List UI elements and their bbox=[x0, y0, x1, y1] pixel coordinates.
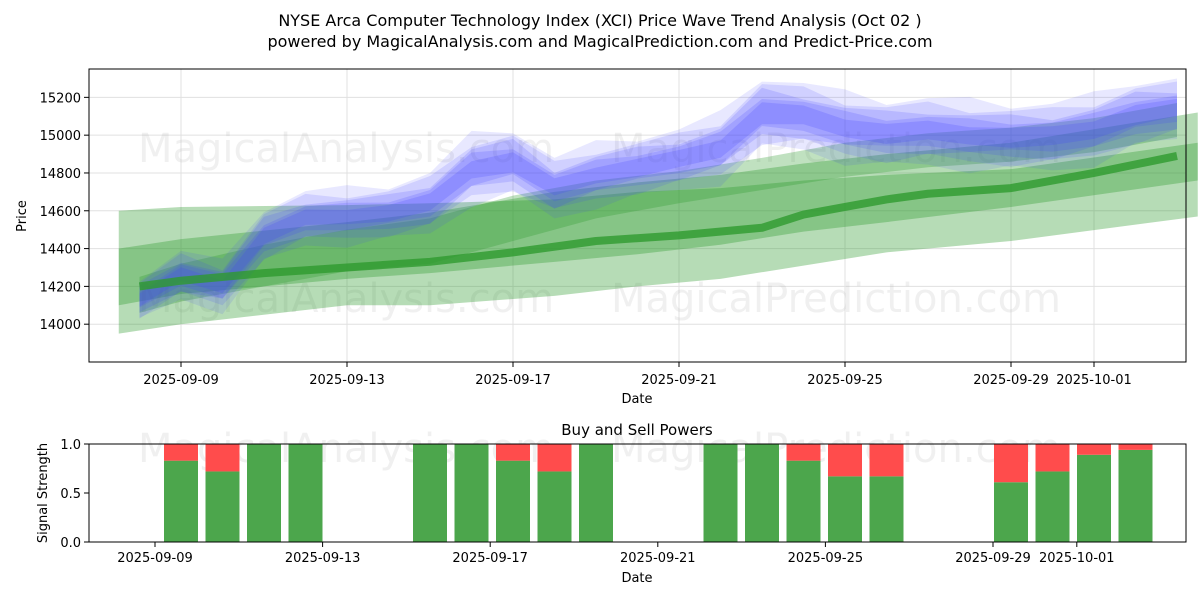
buy-bar-7 bbox=[537, 471, 572, 542]
price-ytick-label-2: 14400 bbox=[40, 243, 81, 258]
signal-ytick-label-0: 0.0 bbox=[60, 536, 81, 551]
signal-xtick-label-0: 2025-09-09 bbox=[117, 551, 193, 566]
buy-bar-5 bbox=[454, 444, 489, 542]
sell-bar-13 bbox=[869, 444, 904, 477]
signal-y-ticks: 0.0 0.5 1.0 bbox=[60, 438, 89, 551]
price-grid bbox=[89, 69, 1186, 362]
price-x-axis-label: Date bbox=[621, 392, 652, 407]
price-series bbox=[118, 78, 1198, 334]
buy-bar-17 bbox=[1118, 449, 1153, 542]
sell-bar-15 bbox=[1035, 444, 1070, 472]
signal-x-ticks: 2025-09-09 2025-09-13 2025-09-17 2025-09-21… bbox=[117, 542, 1115, 566]
sell-bar-7 bbox=[537, 444, 572, 472]
signal-ytick-label-1: 0.5 bbox=[60, 487, 81, 502]
sell-bar-17 bbox=[1118, 444, 1153, 450]
watermark-prediction-mid: MagicalPrediction.com bbox=[611, 276, 1061, 322]
signal-xtick-label-3: 2025-09-21 bbox=[620, 551, 696, 566]
price-x-ticks: 2025-09-09 2025-09-13 2025-09-17 2025-09-21… bbox=[143, 362, 1132, 388]
watermark-analysis-bottom: MagicalAnalysis.com bbox=[138, 426, 554, 472]
signal-xtick-label-1: 2025-09-13 bbox=[285, 551, 361, 566]
buy-bar-2 bbox=[247, 444, 281, 542]
signal-xtick-label-6: 2025-10-01 bbox=[1039, 551, 1115, 566]
price-y-axis-label: Price bbox=[15, 200, 30, 232]
buy-bar-14 bbox=[994, 482, 1028, 542]
buy-bar-0 bbox=[164, 460, 198, 542]
signal-title: Buy and Sell Powers bbox=[561, 421, 713, 439]
price-plot: MagicalAnalysis.com MagicalPrediction.co… bbox=[15, 68, 1198, 407]
watermark-analysis-top: MagicalAnalysis.com bbox=[138, 126, 554, 172]
main-title-line2: powered by MagicalAnalysis.com and Magic… bbox=[267, 32, 932, 51]
signal-xtick-label-2: 2025-09-17 bbox=[452, 551, 528, 566]
sell-bar-6 bbox=[496, 444, 530, 461]
price-watermarks: MagicalAnalysis.com MagicalPrediction.co… bbox=[138, 126, 1061, 322]
signal-x-axis-label: Date bbox=[621, 571, 652, 586]
sell-bar-14 bbox=[994, 444, 1028, 483]
blue-ribbon-0 bbox=[139, 78, 1177, 318]
buy-bar-1 bbox=[205, 471, 240, 542]
price-xtick-label-4: 2025-09-25 bbox=[807, 373, 883, 388]
signal-ytick-label-2: 1.0 bbox=[60, 438, 81, 453]
watermark-prediction-top: MagicalPrediction.com bbox=[611, 126, 1061, 172]
price-ytick-label-5: 15000 bbox=[40, 129, 81, 144]
buy-bar-13 bbox=[869, 476, 904, 542]
sell-bar-16 bbox=[1077, 444, 1111, 455]
buy-bar-4 bbox=[413, 444, 447, 542]
sell-bar-1 bbox=[205, 444, 240, 472]
price-xtick-label-6: 2025-10-01 bbox=[1056, 373, 1132, 388]
price-ytick-label-3: 14600 bbox=[40, 205, 81, 220]
main-title-line1: NYSE Arca Computer Technology Index (XCI… bbox=[278, 11, 921, 30]
buy-bar-16 bbox=[1077, 454, 1111, 542]
buy-bar-10 bbox=[745, 444, 779, 542]
price-xtick-label-1: 2025-09-13 bbox=[309, 373, 385, 388]
signal-y-axis-label: Signal Strength bbox=[36, 443, 51, 543]
signal-bars bbox=[164, 444, 1153, 542]
watermark-analysis-mid: MagicalAnalysis.com bbox=[138, 276, 554, 322]
buy-bar-15 bbox=[1035, 471, 1070, 542]
price-xtick-label-0: 2025-09-09 bbox=[143, 373, 219, 388]
price-ytick-label-0: 14000 bbox=[40, 318, 81, 333]
price-ytick-label-1: 14200 bbox=[40, 280, 81, 295]
green-band-middle bbox=[118, 112, 1198, 306]
sell-bar-0 bbox=[164, 444, 198, 461]
buy-bar-11 bbox=[786, 460, 821, 542]
price-ytick-label-6: 15200 bbox=[40, 91, 81, 106]
signal-xtick-label-5: 2025-09-29 bbox=[955, 551, 1031, 566]
price-plot-frame bbox=[88, 68, 1187, 363]
price-xtick-label-3: 2025-09-21 bbox=[641, 373, 717, 388]
price-plot-area bbox=[89, 69, 1186, 362]
price-ytick-label-4: 14800 bbox=[40, 167, 81, 182]
buy-bar-12 bbox=[828, 476, 862, 542]
buy-bar-9 bbox=[703, 444, 738, 542]
price-xtick-label-2: 2025-09-17 bbox=[475, 373, 551, 388]
buy-bar-8 bbox=[579, 444, 613, 542]
sell-bar-11 bbox=[786, 444, 821, 461]
sell-bar-12 bbox=[828, 444, 862, 477]
buy-bar-3 bbox=[288, 444, 323, 542]
price-y-ticks: 14000 14200 14400 14600 14800 15000 15200 bbox=[40, 91, 89, 333]
blue-ribbon-1 bbox=[139, 81, 1177, 319]
blue-ribbon-2 bbox=[139, 87, 1177, 313]
signal-plot: Buy and Sell Powers MagicalAnalysis.com … bbox=[36, 421, 1187, 586]
green-trend-line bbox=[138, 152, 1178, 291]
price-xtick-label-5: 2025-09-29 bbox=[973, 373, 1049, 388]
signal-xtick-label-4: 2025-09-25 bbox=[788, 551, 864, 566]
buy-bar-6 bbox=[496, 460, 530, 542]
